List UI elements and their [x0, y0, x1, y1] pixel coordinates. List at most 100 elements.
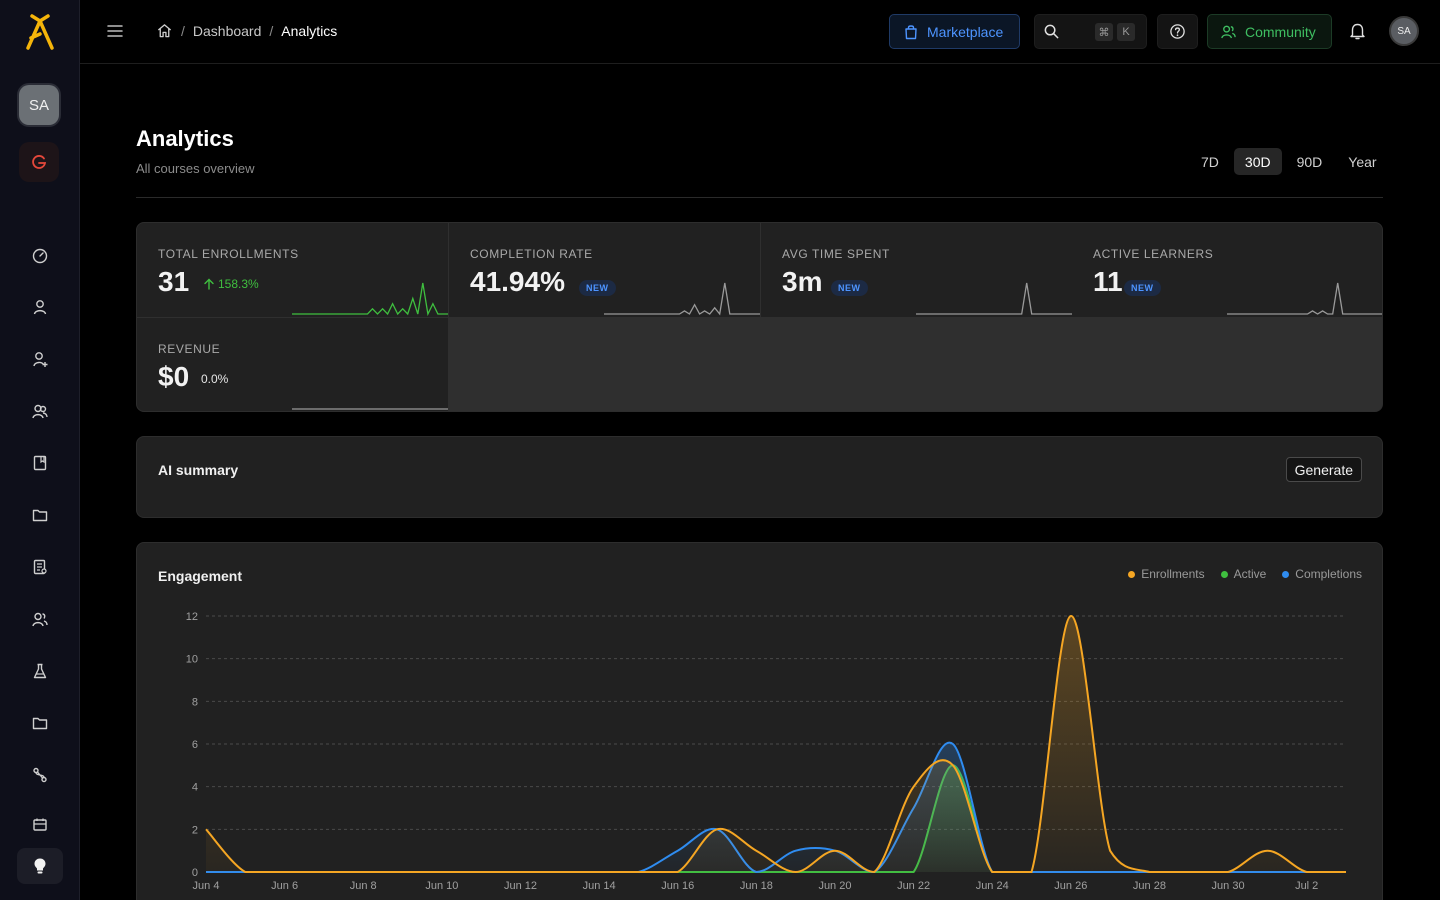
folder-icon[interactable]: [30, 713, 50, 733]
book-icon[interactable]: [30, 453, 50, 473]
bell-icon[interactable]: [1348, 21, 1367, 46]
user-avatar[interactable]: SA: [1389, 16, 1419, 46]
chart-legend: Enrollments Active Completions: [1128, 567, 1362, 581]
series-line-active: [206, 764, 1346, 873]
y-tick-label: 4: [192, 782, 198, 794]
stat-active-learners[interactable]: ACTIVE LEARNERS 11 NEW: [1072, 223, 1382, 317]
help-button[interactable]: [1157, 14, 1198, 49]
user-avatar-initials: SA: [1397, 25, 1411, 37]
range-year[interactable]: Year: [1348, 153, 1377, 170]
engagement-title: Engagement: [158, 568, 243, 584]
legend-dot: [1282, 570, 1290, 578]
stat-value: 3m: [782, 266, 823, 297]
stat-revenue[interactable]: REVENUE $0 0.0%: [137, 318, 448, 411]
sparkline-path: [292, 282, 448, 317]
series-area-completions: [206, 742, 1346, 872]
stats-grid: TOTAL ENROLLMENTS 31 158.3% COMPLETION R…: [136, 222, 1383, 412]
breadcrumb-separator: /: [269, 22, 274, 39]
community-button[interactable]: Community: [1207, 14, 1332, 49]
calendar-icon[interactable]: [30, 815, 50, 835]
legend-label: Enrollments: [1141, 567, 1205, 581]
breadcrumb-current: Analytics: [281, 22, 338, 39]
range-7d[interactable]: 7D: [1201, 153, 1219, 170]
document-icon[interactable]: [30, 557, 50, 577]
sparkline-path: [604, 282, 760, 316]
x-tick-label: Jun 24: [976, 880, 1009, 892]
stat-total-enrollments[interactable]: TOTAL ENROLLMENTS 31 158.3%: [137, 223, 448, 317]
y-tick-label: 8: [192, 696, 198, 708]
legend-active[interactable]: Active: [1220, 567, 1267, 581]
legend-dot: [1220, 570, 1228, 578]
folder-icon[interactable]: [30, 505, 50, 525]
gauge-icon[interactable]: [30, 245, 50, 265]
legend-dot: [1128, 570, 1136, 578]
sparkline-path: [916, 282, 1072, 315]
workspace-avatar-initials: SA: [28, 96, 49, 114]
engagement-chart: 0 2 4 6 8 10 12 Jun 4 Jun 6 Jun 8 Jun 10 Jun 12 Jun …: [186, 611, 1346, 892]
legend-enrollments[interactable]: Enrollments: [1128, 567, 1205, 581]
series-area-enrollments: [206, 615, 1346, 872]
stat-value: 31: [158, 266, 190, 297]
arrow-up-icon: [203, 278, 215, 290]
x-tick-label: Jun 20: [818, 880, 851, 892]
help-icon: [1169, 23, 1186, 40]
ai-summary-card: AI summary Generate: [136, 436, 1383, 518]
shortcut-key-k: K: [1117, 23, 1135, 41]
new-badge: NEW: [831, 280, 868, 296]
sparkline-completion-rate: [604, 282, 760, 316]
stat-label: AVG TIME SPENT: [782, 247, 890, 261]
stat-label: COMPLETION RATE: [470, 247, 593, 261]
stat-completion-rate[interactable]: COMPLETION RATE 41.94% NEW: [449, 223, 760, 317]
brand-logo[interactable]: [22, 12, 58, 52]
sparkline-path: [1227, 282, 1382, 315]
stat-label: REVENUE: [158, 342, 221, 356]
shortcut-key-cmd: ⌘: [1095, 23, 1113, 41]
x-tick-label: Jun 6: [271, 880, 298, 892]
users-icon[interactable]: [30, 401, 50, 421]
breadcrumb-separator: /: [181, 22, 185, 39]
workspace-switch-icon[interactable]: [19, 142, 59, 182]
x-tick-label: Jun 28: [1133, 880, 1166, 892]
stat-delta-value: 158.3%: [218, 277, 259, 291]
series-area-active: [206, 765, 1346, 872]
x-tick-label: Jun 4: [193, 880, 220, 892]
stat-value: 11: [1093, 266, 1123, 297]
flask-icon[interactable]: [30, 661, 50, 681]
generate-button[interactable]: Generate: [1285, 457, 1362, 482]
route-icon[interactable]: [30, 765, 50, 785]
lightbulb-icon[interactable]: [17, 848, 63, 884]
x-tick-label: Jun 22: [897, 880, 930, 892]
sparkline-revenue: [292, 408, 448, 410]
x-tick-label: Jun 30: [1212, 880, 1245, 892]
page-title: Analytics: [136, 126, 234, 151]
x-tick-label: Jun 14: [583, 880, 616, 892]
legend-completions[interactable]: Completions: [1282, 567, 1362, 581]
user-plus-icon[interactable]: [30, 349, 50, 369]
breadcrumb-dashboard[interactable]: Dashboard: [192, 22, 262, 39]
x-tick-label: Jun 8: [350, 880, 377, 892]
y-tick-label: 12: [186, 611, 198, 623]
search-button[interactable]: ⌘ K: [1034, 14, 1147, 49]
workspace-avatar[interactable]: SA: [19, 85, 59, 125]
home-icon[interactable]: [156, 22, 173, 39]
sidebar: SA: [0, 0, 80, 900]
stat-delta-value: 0.0%: [201, 372, 229, 386]
stat-avg-time[interactable]: AVG TIME SPENT 3m NEW: [761, 223, 1072, 317]
menu-icon[interactable]: [106, 22, 126, 42]
y-tick-label: 6: [192, 739, 198, 751]
sparkline-active-learners: [1227, 282, 1382, 315]
user-icon[interactable]: [30, 297, 50, 317]
users-group-icon[interactable]: [30, 609, 50, 629]
range-30d[interactable]: 30D: [1233, 148, 1282, 175]
range-90d[interactable]: 90D: [1296, 153, 1323, 170]
legend-label: Active: [1233, 567, 1267, 581]
search-icon: [1043, 23, 1060, 45]
marketplace-button[interactable]: Marketplace: [889, 14, 1020, 49]
x-tick-label: Jun 16: [661, 880, 694, 892]
shopping-bag-icon: [903, 24, 919, 40]
range-selector: 7D 30D 90D Year: [1190, 148, 1388, 175]
stat-delta: 158.3%: [203, 277, 259, 291]
sparkline-total-enrollments: [292, 282, 448, 317]
new-badge: NEW: [1124, 280, 1161, 296]
x-tick-label: Jun 12: [504, 880, 537, 892]
